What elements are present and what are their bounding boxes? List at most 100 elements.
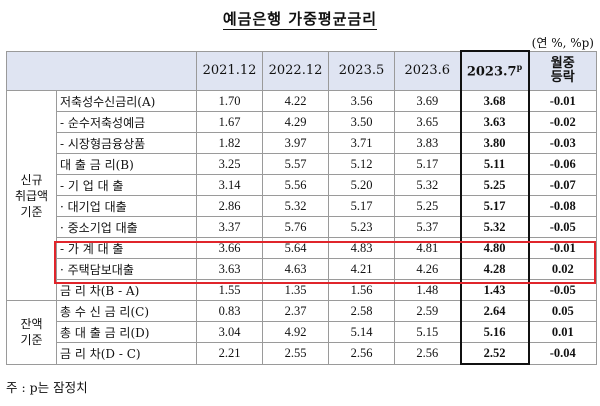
row-label: 금 리 차(D - C)	[56, 342, 197, 365]
col-header-2023-7: 2023.7p	[459, 50, 530, 91]
header-corner	[6, 50, 197, 91]
unit-label: (연 %, %p)	[531, 36, 594, 50]
table-row: - 시장형금융상품 1.82 3.97 3.71 3.83 3.80 -0.03	[7, 132, 597, 154]
cell-2023-6: 5.37	[394, 216, 461, 238]
cell-2021-12: 2.21	[196, 342, 263, 365]
cell-2021-12: 3.37	[196, 216, 263, 238]
row-label: - 기 업 대 출	[56, 174, 197, 196]
cell-2023-7: 3.68	[459, 90, 530, 112]
row-label: · 대기업 대출	[56, 195, 197, 217]
table-row: 금 리 차(B - A) 1.55 1.35 1.56 1.48 1.43 -0…	[7, 279, 597, 301]
table-row: 신규 취급액 기준 저축성수신금리(A) 1.70 4.22 3.56 3.69 3…	[6, 90, 597, 301]
cell-2022-12: 2.37	[262, 300, 329, 322]
col-header-2021-12: 2021.12	[196, 50, 263, 91]
cell-change: -0.04	[528, 342, 597, 365]
cell-2021-12: 0.83	[196, 300, 263, 322]
cell-2023-7: 5.17	[459, 195, 530, 217]
cell-2022-12: 4.92	[262, 321, 329, 343]
table-row: - 순수저축성예금 1.67 4.29 3.50 3.65 3.63 -0.02	[7, 111, 597, 133]
cell-2022-12: 5.56	[262, 174, 329, 196]
row-label: - 순수저축성예금	[56, 111, 197, 133]
row-label: - 시장형금융상품	[56, 132, 197, 154]
table-title-text: 예금은행 가중평균금리	[222, 10, 378, 30]
table-row: - 기 업 대 출 3.14 5.56 5.20 5.32 5.25 -0.07	[7, 174, 597, 196]
cell-2023-6: 5.17	[394, 153, 461, 175]
header-row: 2021.12 2022.12 2023.5 2023.6 2023.7p 월중…	[6, 50, 597, 91]
row-label: - 가 계 대 출	[56, 237, 197, 259]
col-header-monthly-change: 월중 등락	[528, 50, 597, 91]
cell-2022-12: 3.97	[262, 132, 329, 154]
cell-2023-6: 1.48	[394, 279, 461, 301]
cell-2023-5: 4.83	[328, 237, 395, 259]
row-label: 저축성수신금리(A)	[56, 90, 197, 112]
cell-2023-5: 5.14	[328, 321, 395, 343]
cell-2021-12: 3.63	[196, 258, 263, 280]
group-bal-line2: 기준	[20, 333, 43, 348]
table-row: · 주택담보대출 3.63 4.63 4.21 4.26 4.28 0.02	[7, 258, 597, 280]
cell-2023-5: 1.56	[328, 279, 395, 301]
cell-2022-12: 4.29	[262, 111, 329, 133]
table-row: 금 리 차(D - C) 2.21 2.55 2.56 2.56 2.52 -0…	[7, 342, 597, 365]
cell-2023-6: 4.26	[394, 258, 461, 280]
table-row: · 대기업 대출 2.86 5.32 5.17 5.25 5.17 -0.08	[7, 195, 597, 217]
row-label: · 주택담보대출	[56, 258, 197, 280]
row-label: 총 수 신 금 리(C)	[56, 300, 197, 322]
cell-2023-7: 2.64	[459, 300, 530, 322]
col-header-change-line2: 등락	[550, 69, 575, 85]
row-label: · 중소기업 대출	[56, 216, 197, 238]
cell-2021-12: 1.70	[196, 90, 263, 112]
cell-change: -0.02	[528, 111, 597, 133]
provisional-mark: p	[516, 62, 523, 73]
cell-2022-12: 5.57	[262, 153, 329, 175]
cell-change: -0.08	[528, 195, 597, 217]
cell-2021-12: 1.67	[196, 111, 263, 133]
cell-2022-12: 2.55	[262, 342, 329, 365]
cell-2023-5: 5.23	[328, 216, 395, 238]
table-title: 예금은행 가중평균금리	[0, 8, 600, 30]
cell-2023-7: 2.52	[459, 342, 530, 365]
cell-2023-5: 4.21	[328, 258, 395, 280]
cell-2023-5: 5.12	[328, 153, 395, 175]
cell-2023-7: 5.11	[459, 153, 530, 175]
cell-change: -0.06	[528, 153, 597, 175]
cell-change: -0.07	[528, 174, 597, 196]
col-header-2023-5: 2023.5	[328, 50, 395, 91]
cell-2023-7: 5.25	[459, 174, 530, 196]
cell-change: -0.01	[528, 90, 597, 112]
cell-2023-5: 2.58	[328, 300, 395, 322]
group-new-basis: 신규 취급액 기준	[6, 90, 57, 301]
cell-2023-7: 4.28	[459, 258, 530, 280]
cell-2023-5: 3.50	[328, 111, 395, 133]
cell-2023-7: 5.16	[459, 321, 530, 343]
col-header-2022-12: 2022.12	[262, 50, 329, 91]
cell-2022-12: 5.64	[262, 237, 329, 259]
cell-2021-12: 1.55	[196, 279, 263, 301]
col-header-2023-6: 2023.6	[394, 50, 461, 91]
cell-change: -0.05	[528, 216, 597, 238]
row-label: 총 대 출 금 리(D)	[56, 321, 197, 343]
col-header-2023-7-text: 2023.7	[466, 64, 517, 80]
cell-2023-7: 1.43	[459, 279, 530, 301]
cell-2023-6: 4.81	[394, 237, 461, 259]
table-row: · 중소기업 대출 3.37 5.76 5.23 5.37 5.32 -0.05	[7, 216, 597, 238]
cell-2021-12: 1.82	[196, 132, 263, 154]
table-row: - 가 계 대 출 3.66 5.64 4.83 4.81 4.80 -0.01	[7, 237, 597, 259]
cell-2023-7: 5.32	[459, 216, 530, 238]
cell-2023-5: 3.71	[328, 132, 395, 154]
cell-2023-5: 5.20	[328, 174, 395, 196]
cell-change: -0.03	[528, 132, 597, 154]
cell-2023-6: 2.59	[394, 300, 461, 322]
cell-2023-6: 5.15	[394, 321, 461, 343]
cell-2022-12: 5.76	[262, 216, 329, 238]
cell-2023-7: 4.80	[459, 237, 530, 259]
cell-2021-12: 3.25	[196, 153, 263, 175]
row-label: 금 리 차(B - A)	[56, 279, 197, 301]
group-bal-line1: 잔액	[20, 317, 43, 332]
cell-2021-12: 3.66	[196, 237, 263, 259]
table-row: 대 출 금 리(B) 3.25 5.57 5.12 5.17 5.11 -0.0…	[7, 153, 597, 175]
cell-2023-7: 3.80	[459, 132, 530, 154]
cell-2022-12: 5.32	[262, 195, 329, 217]
cell-change: 0.01	[528, 321, 597, 343]
cell-2021-12: 2.86	[196, 195, 263, 217]
cell-2023-5: 5.17	[328, 195, 395, 217]
